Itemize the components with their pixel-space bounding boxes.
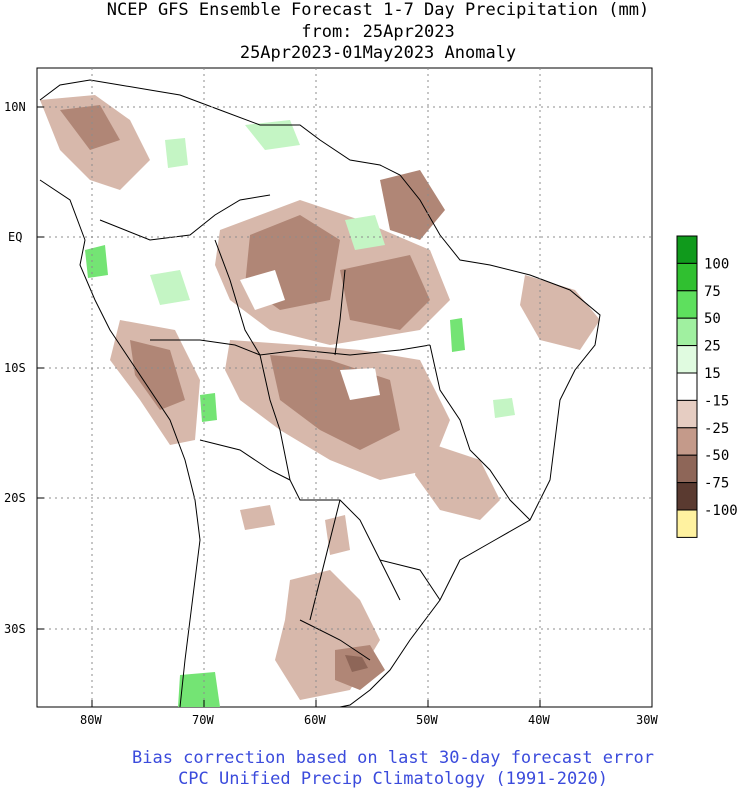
lat-label-30s: 30S [4,622,26,636]
lon-label-50w: 50W [416,713,438,727]
legend-label-1: 75 [704,284,721,300]
footer-line-1: Bias correction based on last 30-day for… [132,748,654,768]
legend-swatch-5 [676,372,698,401]
legend-swatch-10 [676,509,698,538]
lon-label-40w: 40W [528,713,550,727]
lon-label-60w: 60W [304,713,326,727]
legend-label-0: 100 [704,256,729,272]
legend-label-6: -25 [704,421,729,437]
legend-swatch-6 [676,399,698,429]
lon-ticks [91,700,541,707]
title-line-2: from: 25Apr2023 [301,22,455,42]
lon-label-80w: 80W [80,713,102,727]
lat-label-eq: EQ [8,230,22,244]
footer-line-2: CPC Unified Precip Climatology (1991-202… [178,769,608,789]
lat-label-20s: 20S [4,491,26,505]
legend: 100 75 50 25 15 -15 -25 -50 -75 -100 [676,235,738,538]
legend-label-8: -75 [704,476,729,492]
lat-label-10n: 10N [4,100,26,114]
lon-label-70w: 70W [192,713,214,727]
legend-swatch-0 [676,235,698,264]
legend-label-3: 25 [704,339,721,355]
legend-label-9: -100 [704,503,738,519]
lon-label-30w: 30W [636,713,658,727]
legend-swatch-8 [676,454,698,484]
legend-swatch-2 [676,290,698,319]
coastlines-and-borders [39,79,601,708]
title-line-1: NCEP GFS Ensemble Forecast 1-7 Day Preci… [106,0,650,20]
legend-swatch-7 [676,427,698,456]
legend-swatch-3 [676,317,698,347]
legend-swatch-1 [676,262,698,292]
legend-label-5: -15 [704,393,729,409]
title-line-3: 25Apr2023-01May2023 Anomaly [239,43,517,63]
map-grid [37,68,652,707]
legend-label-4: 15 [704,366,721,382]
anomaly-shading [40,95,600,707]
lat-ticks [37,106,44,630]
legend-swatch-9 [676,482,698,511]
legend-label-2: 50 [704,311,721,327]
legend-swatch-4 [676,345,698,374]
lat-label-10s: 10S [4,361,26,375]
legend-label-7: -50 [704,448,729,464]
